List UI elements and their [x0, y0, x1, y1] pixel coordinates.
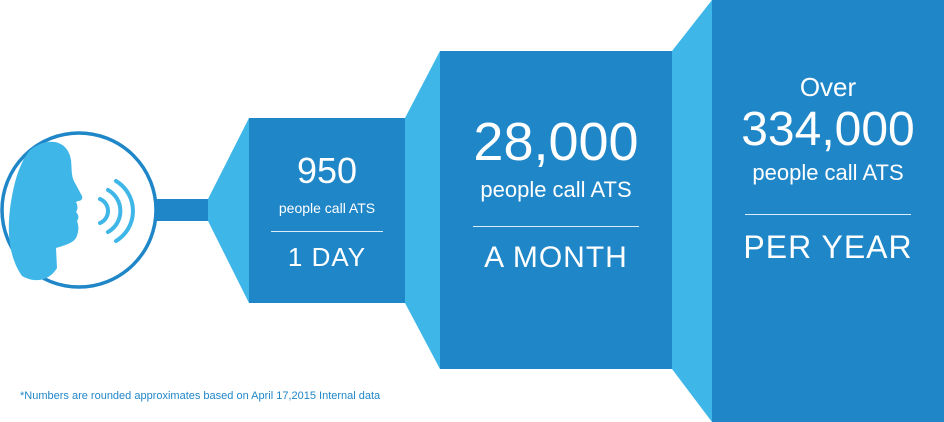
stage-year: Over 334,000 people call ATS PER YEAR — [712, 0, 944, 422]
stage-box-month-bg — [440, 51, 672, 369]
funnel-flare-day — [208, 118, 249, 303]
stage-day-divider — [271, 231, 383, 232]
stage-month-number: 28,000 — [473, 112, 639, 172]
stage-day-number: 950 — [296, 150, 358, 191]
stage-year-period: PER YEAR — [743, 229, 913, 265]
funnel-flare-year — [672, 0, 712, 422]
stage-day-subtitle: people call ATS — [278, 200, 376, 216]
stage-day: 950 people call ATS 1 DAY — [249, 118, 405, 303]
connector-bar — [150, 199, 208, 221]
funnel-flare-month — [405, 51, 440, 369]
footnote-text: Numbers are rounded approximates based o… — [24, 390, 381, 402]
footnote-asterisk: * — [20, 390, 25, 402]
stage-month-period: A MONTH — [484, 241, 628, 274]
speaking-person-icon — [0, 131, 158, 289]
stage-year-divider — [745, 214, 911, 215]
footnote: *Numbers are rounded approximates based … — [20, 390, 380, 402]
stage-month-subtitle: people call ATS — [480, 177, 632, 202]
stage-month: 28,000 people call ATS A MONTH — [440, 51, 672, 369]
stage-year-prefix: Over — [799, 72, 857, 102]
stage-year-number: 334,000 — [741, 103, 915, 156]
stage-year-subtitle: people call ATS — [752, 160, 904, 185]
stage-day-period: 1 DAY — [287, 242, 367, 272]
stage-box-year-bg — [712, 0, 944, 422]
stage-month-divider — [473, 226, 639, 227]
stage-box-day-bg — [249, 118, 405, 303]
